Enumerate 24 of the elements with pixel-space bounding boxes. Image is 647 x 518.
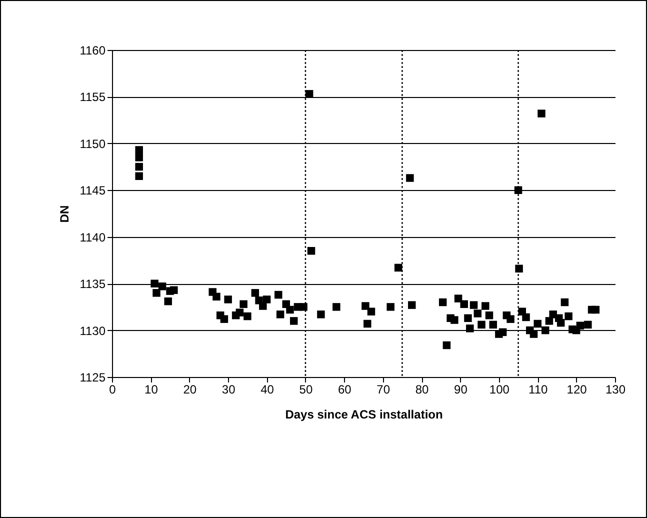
x-tick-label: 80 — [415, 382, 430, 396]
x-tick-label: 20 — [183, 382, 197, 396]
x-tick-label: 130 — [605, 382, 626, 396]
x-tick-label: 90 — [454, 382, 468, 396]
y-tick-label: 1155 — [80, 90, 106, 104]
x-tick-label: 60 — [338, 382, 352, 396]
y-tick-label: 1160 — [80, 44, 106, 58]
x-tick-label: 40 — [260, 382, 274, 396]
y-tick-label: 1150 — [80, 136, 106, 151]
x-axis-title: Days since ACS installation — [285, 408, 443, 422]
x-tick-label: 120 — [566, 382, 588, 396]
x-tick-label: 100 — [489, 382, 510, 396]
y-tick-label: 1135 — [80, 277, 106, 292]
y-tick-label: 1140 — [80, 230, 106, 244]
x-tick-label: 50 — [299, 382, 313, 396]
x-tick-label: 110 — [528, 382, 548, 396]
x-tick-label: 30 — [222, 382, 236, 396]
y-tick-label: 1125 — [80, 370, 106, 384]
x-tick-label: 0 — [109, 382, 116, 396]
y-tick-label: 1130 — [80, 324, 106, 338]
x-tick-label: 10 — [144, 382, 158, 396]
y-axis-title: DN — [58, 205, 72, 223]
y-tick-label: 1145 — [80, 184, 106, 198]
x-tick-label: 70 — [376, 382, 390, 396]
